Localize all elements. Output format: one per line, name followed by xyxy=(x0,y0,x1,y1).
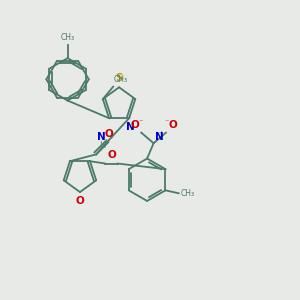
Text: CH₃: CH₃ xyxy=(61,33,75,42)
Text: N: N xyxy=(155,132,164,142)
Text: O: O xyxy=(76,196,84,206)
Text: O: O xyxy=(107,150,116,160)
Text: H: H xyxy=(99,141,105,150)
Text: N: N xyxy=(126,122,135,132)
Text: O: O xyxy=(130,120,139,130)
Text: ⁻: ⁻ xyxy=(164,117,169,126)
Text: ⁺: ⁺ xyxy=(159,130,164,139)
Text: O: O xyxy=(168,120,177,130)
Text: S: S xyxy=(115,74,123,83)
Text: CH₃: CH₃ xyxy=(181,189,195,198)
Text: O: O xyxy=(105,129,113,139)
Text: N: N xyxy=(98,132,106,142)
Text: CH₃: CH₃ xyxy=(114,75,128,84)
Text: ⁻: ⁻ xyxy=(138,117,143,126)
